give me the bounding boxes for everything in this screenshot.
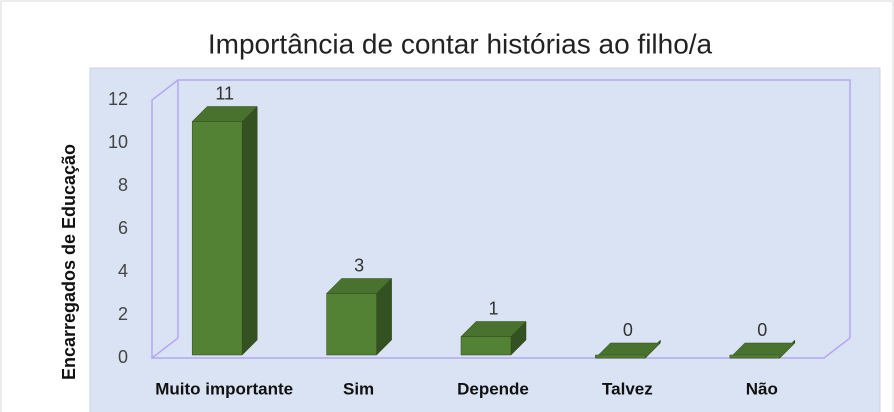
- bar: [594, 339, 662, 359]
- x-tick-label: Depende: [457, 379, 529, 398]
- y-tick-label: 8: [118, 175, 128, 195]
- floor: [152, 337, 851, 359]
- y-tick-label: 4: [118, 261, 128, 281]
- bar-side: [241, 105, 258, 356]
- y-tick-label: 12: [108, 89, 128, 109]
- bar-front: [595, 354, 646, 359]
- y-axis-label: Encarregados de Educação: [59, 144, 79, 380]
- side-wall: [151, 79, 179, 360]
- data-label: 0: [757, 320, 767, 340]
- bar-front: [729, 354, 781, 359]
- back-wall: [177, 79, 851, 338]
- y-tick-label: 2: [118, 304, 128, 324]
- bar: [191, 105, 258, 356]
- bar: [325, 277, 393, 356]
- y-tick-label: 0: [118, 347, 128, 367]
- x-tick-label: Muito importante: [155, 379, 293, 398]
- bar: [729, 339, 796, 359]
- chart-title: Importância de contar histórias ao filho…: [208, 28, 713, 59]
- y-tick-label: 10: [108, 132, 128, 152]
- data-label: 1: [488, 298, 498, 318]
- x-tick-label: Sim: [343, 379, 374, 398]
- bar: [460, 320, 527, 356]
- bar-front: [460, 336, 512, 356]
- x-tick-label: Talvez: [602, 379, 653, 398]
- bar-front: [191, 121, 243, 356]
- data-label: 0: [623, 320, 633, 340]
- bar-front: [326, 293, 377, 356]
- data-label: 3: [354, 255, 364, 275]
- data-label: 11: [215, 83, 234, 103]
- x-tick-label: Não: [746, 379, 778, 398]
- y-tick-label: 6: [118, 218, 128, 238]
